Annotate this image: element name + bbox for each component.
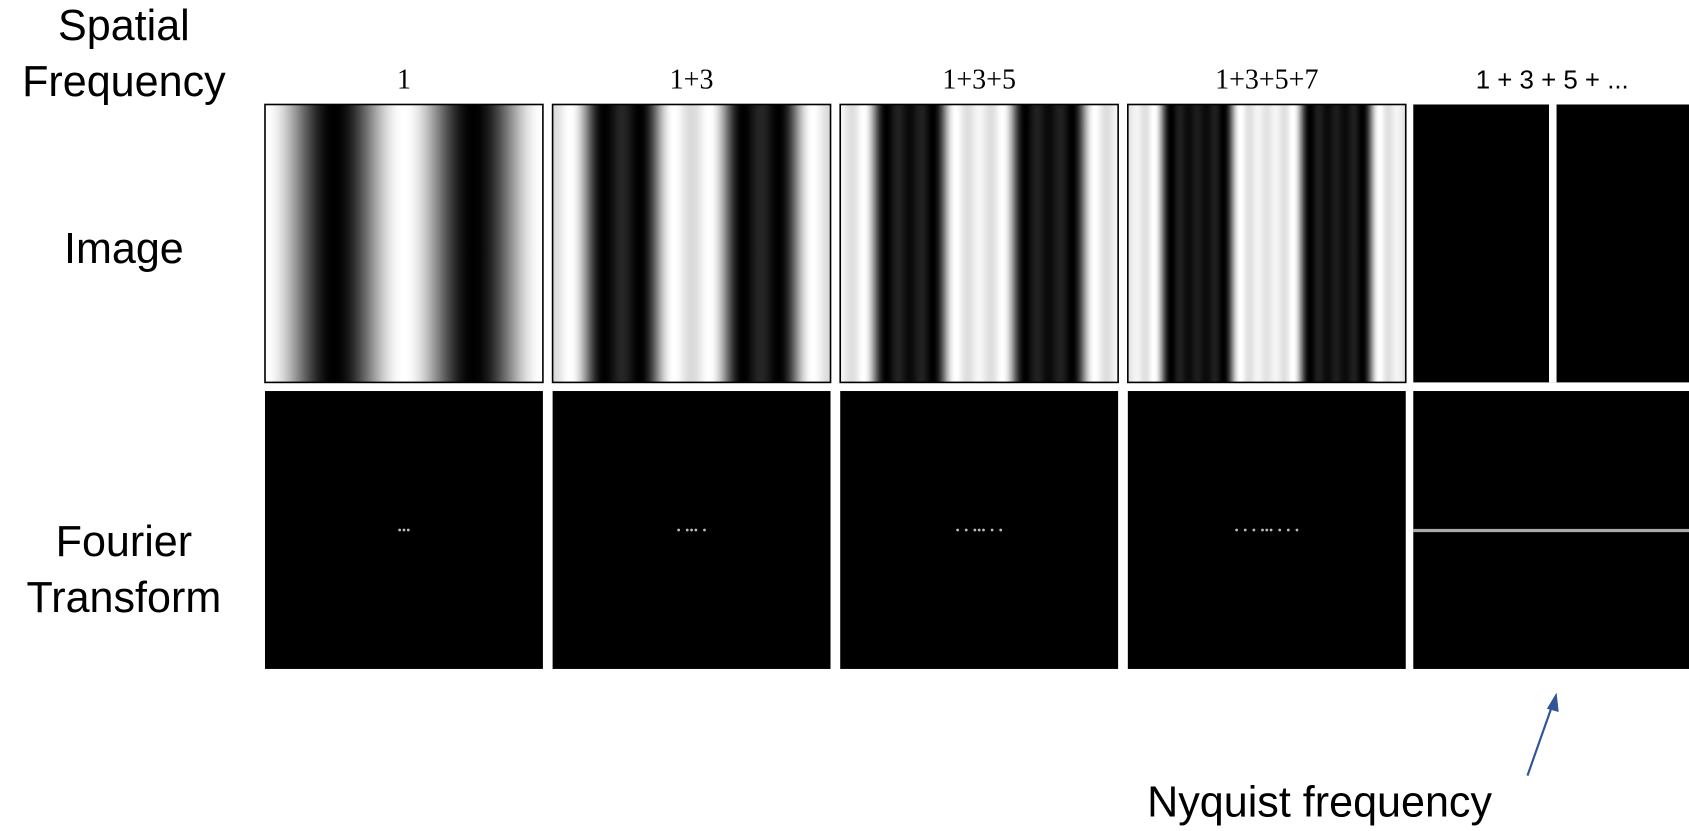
page: 1 1+3 1+3+5 1+3+5+7 1 + 3 + 5 + ... Spatial … xyxy=(0,0,1689,827)
dot xyxy=(703,529,706,532)
dot xyxy=(403,529,406,532)
dot xyxy=(1265,529,1268,532)
image-panel xyxy=(1128,104,1406,382)
column-header: 1 xyxy=(397,64,411,95)
row-label: Fourier Transform xyxy=(0,514,248,626)
row-label: Image xyxy=(0,221,248,277)
dot xyxy=(398,529,401,532)
dot xyxy=(1252,529,1255,532)
dot xyxy=(978,529,981,532)
panels: 1 1+3 1+3+5 1+3+5+7 1 + 3 + 5 + ... xyxy=(0,0,1689,827)
dot xyxy=(991,529,994,532)
column-header: 1 + 3 + 5 + ... xyxy=(1476,66,1629,94)
dot xyxy=(1270,529,1273,532)
column-header: 1+3+5+7 xyxy=(1215,64,1318,95)
dot xyxy=(1278,529,1281,532)
arrow-head xyxy=(1547,693,1559,712)
dot xyxy=(956,529,959,532)
dot xyxy=(1296,529,1299,532)
row-label: Spatial Frequency xyxy=(0,0,248,110)
dot xyxy=(999,529,1002,532)
dot xyxy=(1287,529,1290,532)
dot xyxy=(690,529,693,532)
dot xyxy=(1261,529,1264,532)
dot xyxy=(973,529,976,532)
white-line xyxy=(1549,104,1557,382)
figure: 1 1+3 1+3+5 1+3+5+7 1 + 3 + 5 + ... Spatial … xyxy=(0,0,1689,827)
annotation: Nyquist frequency xyxy=(1077,775,1562,831)
column-header: 1+3 xyxy=(670,64,714,95)
image-panel xyxy=(265,104,543,382)
column-header: 1+3+5 xyxy=(942,64,1016,95)
image-panel xyxy=(553,104,831,382)
arrow xyxy=(1527,702,1553,775)
dot xyxy=(965,529,968,532)
dot xyxy=(982,529,985,532)
dot xyxy=(407,529,410,532)
dot xyxy=(677,529,680,532)
image-panel xyxy=(840,104,1118,382)
spectrum-line xyxy=(1413,529,1689,532)
dot xyxy=(1244,529,1247,532)
dot xyxy=(686,529,689,532)
dot xyxy=(694,529,697,532)
dot xyxy=(1235,529,1238,532)
